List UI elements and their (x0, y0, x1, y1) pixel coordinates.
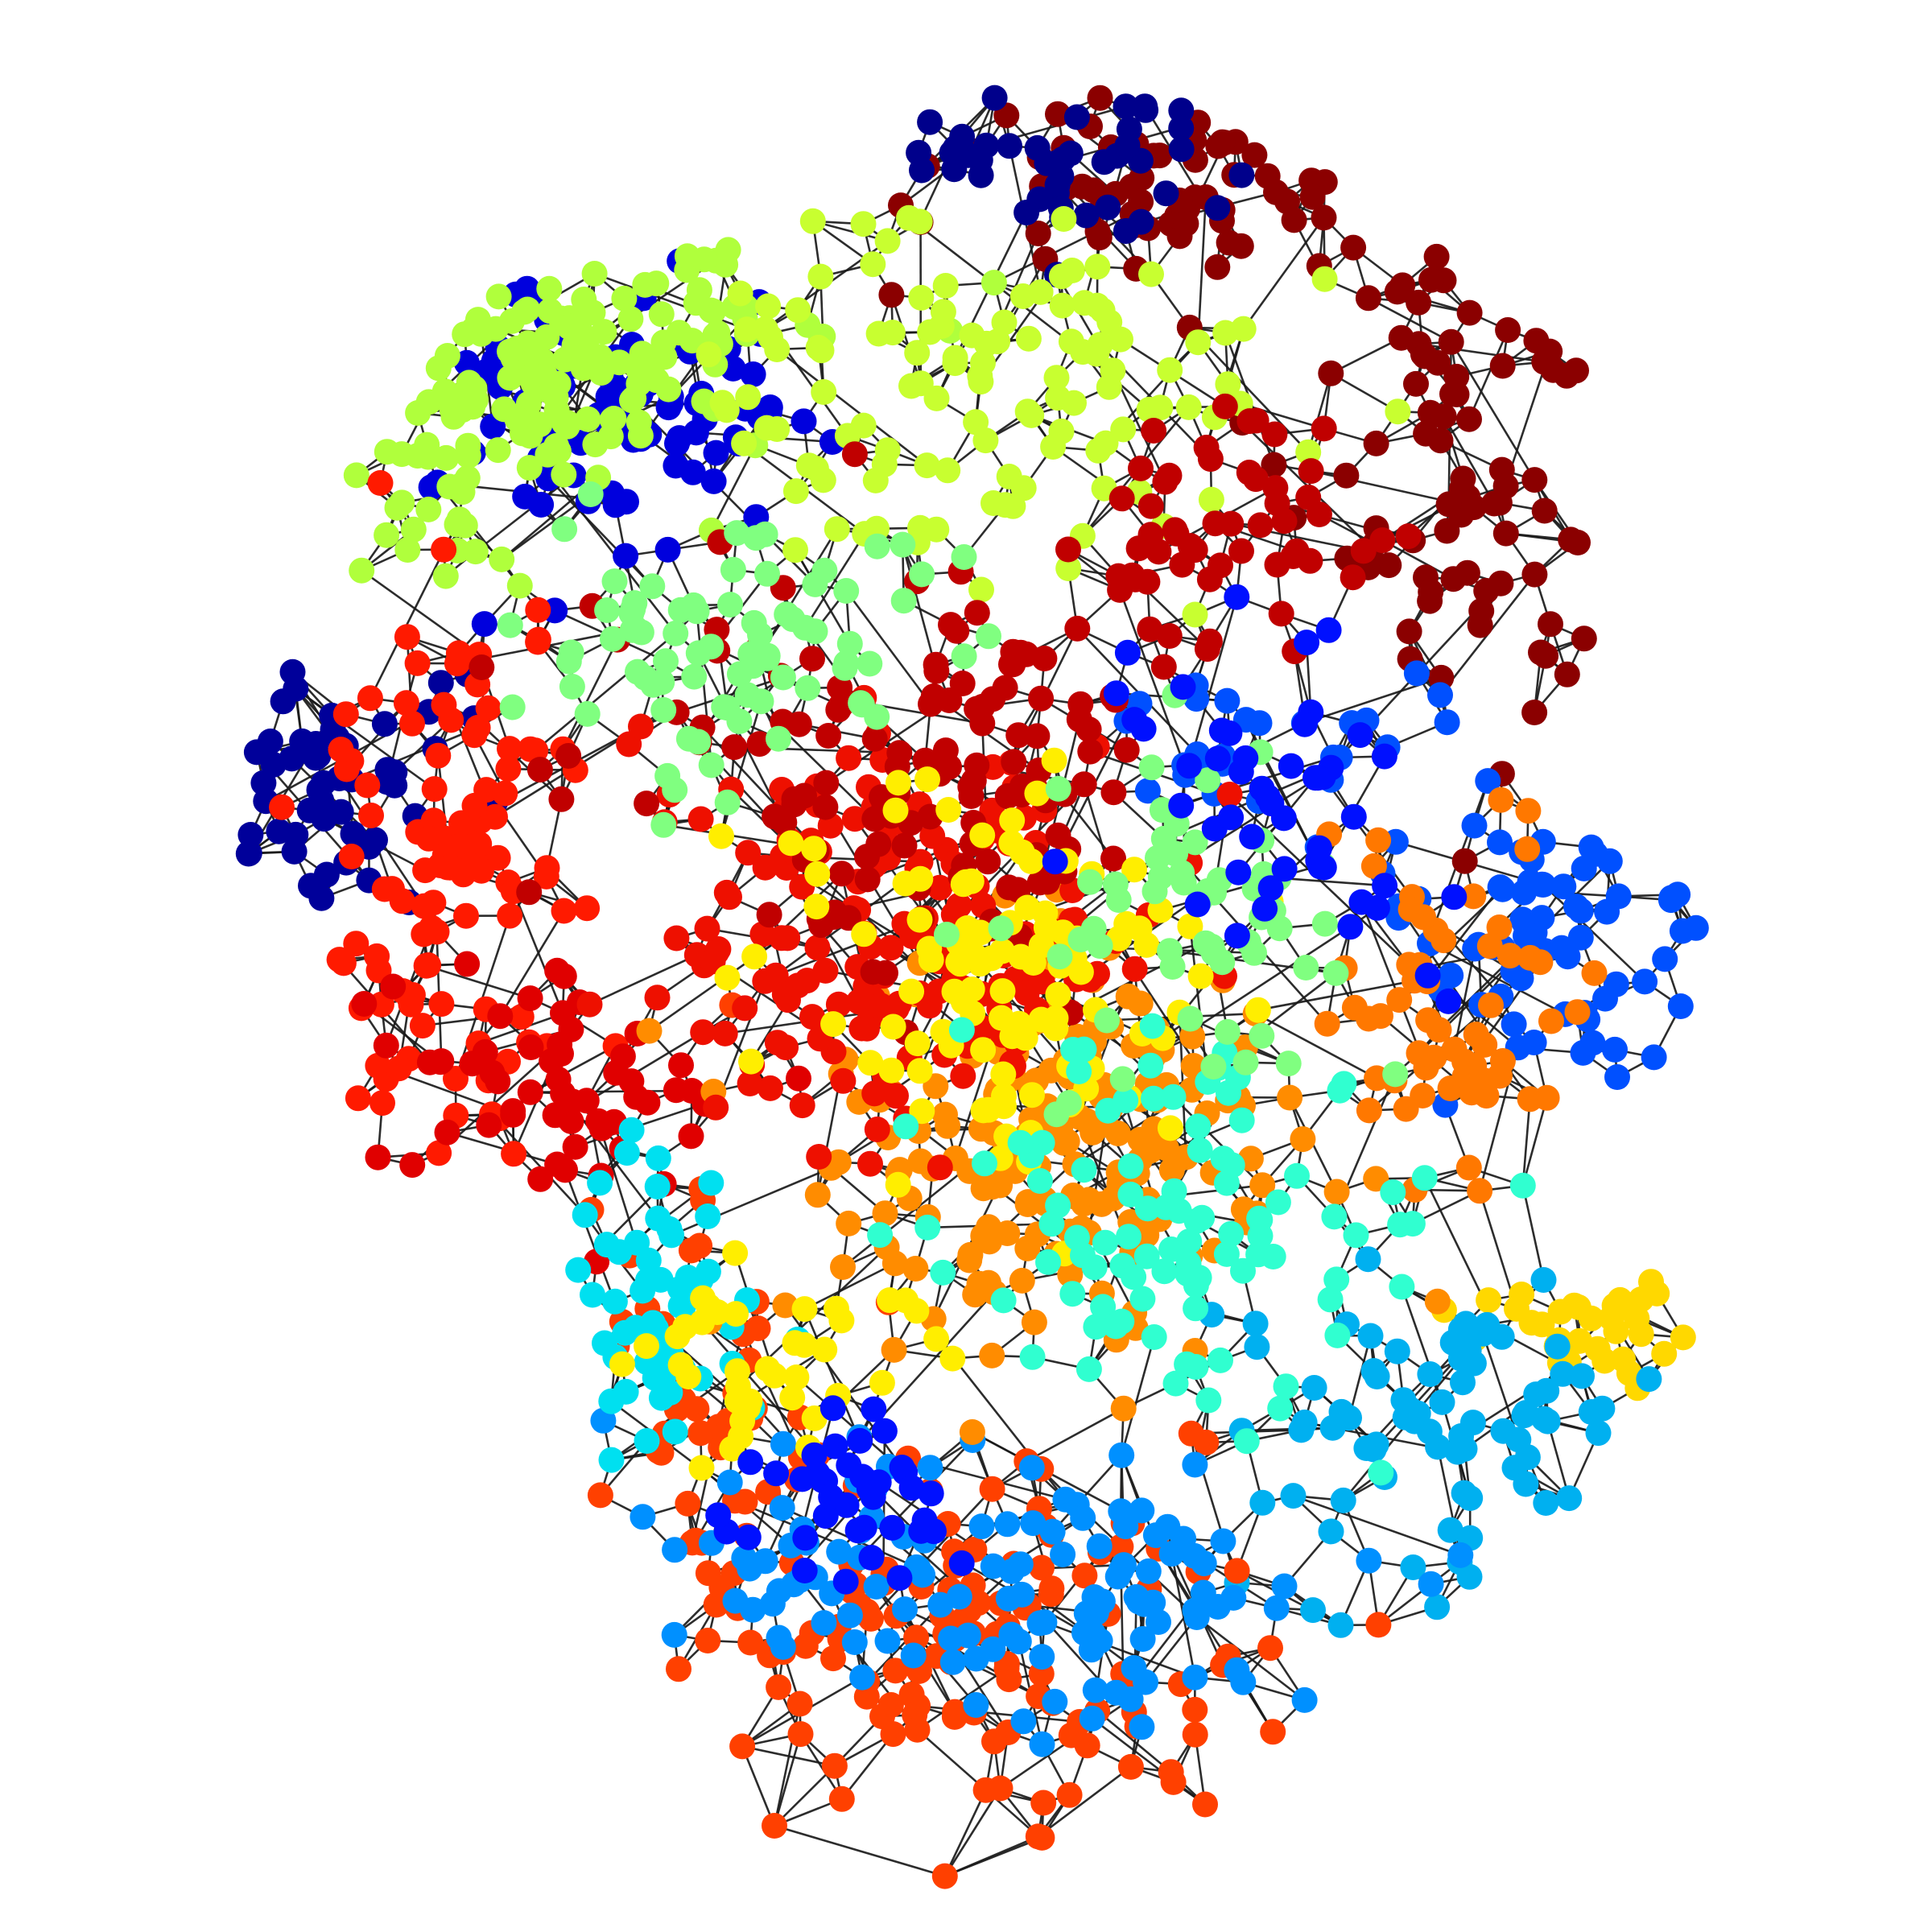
graph-edge (1307, 373, 1332, 453)
graph-edge (943, 1787, 1001, 1877)
graph-edge (1038, 1765, 1132, 1838)
graph-edge (1450, 341, 1536, 481)
graph-edge (1075, 1504, 1198, 1618)
graph-edge (1255, 1012, 1377, 1080)
graph-edge (1242, 217, 1325, 330)
graph-edge (773, 1733, 802, 1827)
graph-edge (1091, 1717, 1206, 1806)
graph-edge (803, 1262, 896, 1311)
graph-edge (1542, 884, 1645, 983)
graph-edge (1043, 1551, 1101, 1624)
graph-edge (499, 910, 565, 1017)
graph-edge (1043, 1620, 1195, 1678)
graph-edge (741, 1745, 776, 1827)
graph-edge (1429, 942, 1567, 1016)
graph-edge (916, 1728, 987, 1791)
graph-edge (812, 220, 888, 242)
graph-edge (1195, 1616, 1306, 1701)
graph-edge (1330, 336, 1402, 374)
graph-edge (869, 1488, 993, 1620)
graph-edge (1228, 794, 1410, 966)
graph-edge (1348, 1335, 1372, 1418)
graph-edge (1240, 402, 1325, 430)
graph-edge (1293, 1494, 1461, 1557)
graph-edge (774, 1824, 946, 1877)
graph-edge (866, 1604, 942, 1682)
graph-edge (710, 444, 757, 531)
graph-edge (426, 964, 530, 1000)
graph-edge (840, 1733, 894, 1800)
graph-edge (491, 1113, 586, 1216)
graph-edge (1381, 539, 1455, 580)
graph-edge (1144, 1616, 1198, 1683)
graph-edge (916, 1667, 1008, 1731)
graph-edge (774, 1765, 836, 1827)
graph-edge (1546, 1421, 1571, 1499)
graph-edge (943, 1790, 987, 1877)
graph-edge (535, 632, 677, 752)
graph-edge (1368, 297, 1452, 343)
graph-edge (944, 1836, 1042, 1877)
graph-edge (890, 294, 923, 384)
graph-edge (1453, 948, 1476, 1050)
graph-edge (701, 1321, 819, 1455)
graph-edge (295, 687, 436, 791)
graph-edge (794, 549, 851, 645)
graph-edge (1468, 329, 1509, 420)
graph-edge (1026, 1407, 1125, 1463)
graph-edge (530, 1045, 617, 1093)
graph-edge (1197, 196, 1208, 343)
graph-edge (776, 348, 928, 467)
graph-edge (993, 213, 1133, 284)
